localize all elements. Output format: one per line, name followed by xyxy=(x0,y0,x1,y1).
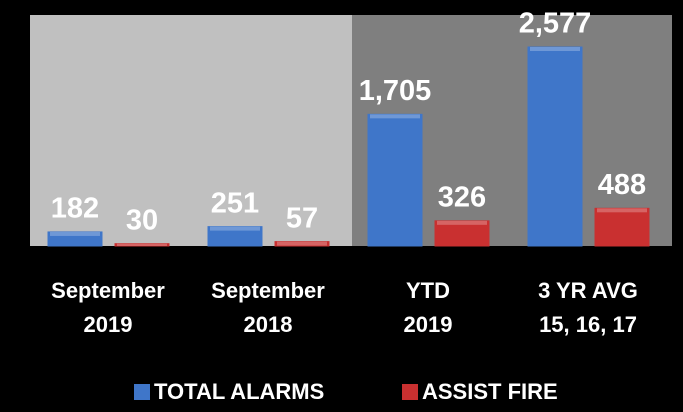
data-label: 488 xyxy=(598,169,646,201)
x-tick-label: 15, 16, 17 xyxy=(539,312,637,337)
bar-highlight xyxy=(117,243,167,246)
x-tick-label: September xyxy=(211,278,325,303)
bar-highlight xyxy=(437,220,487,225)
x-tick-label: 2019 xyxy=(404,312,453,337)
bar-highlight xyxy=(597,208,647,213)
bar xyxy=(527,46,583,247)
bar xyxy=(434,220,490,247)
x-tick-label: 3 YR AVG xyxy=(538,278,638,303)
data-label: 326 xyxy=(438,181,486,213)
bar xyxy=(367,113,423,247)
data-label: 2,577 xyxy=(519,8,592,40)
x-tick-label: September xyxy=(51,278,165,303)
data-label: 182 xyxy=(51,193,99,225)
bar xyxy=(207,226,263,247)
bar xyxy=(594,207,650,247)
bar-highlight xyxy=(370,114,420,119)
plot-panel-left xyxy=(30,15,352,246)
data-label: 30 xyxy=(126,204,158,236)
legend-swatch xyxy=(402,384,418,400)
bar xyxy=(274,241,330,247)
legend-label: ASSIST FIRE xyxy=(422,379,558,404)
x-tick-label: 2019 xyxy=(84,312,133,337)
bar-highlight xyxy=(50,231,100,236)
legend-label: TOTAL ALARMS xyxy=(154,379,324,404)
bar-highlight xyxy=(277,241,327,246)
data-label: 57 xyxy=(286,202,318,234)
bar xyxy=(114,243,170,247)
legend-swatch xyxy=(134,384,150,400)
bar-highlight xyxy=(210,226,260,231)
data-label: 1,705 xyxy=(359,75,432,107)
x-tick-label: 2018 xyxy=(244,312,293,337)
data-label: 251 xyxy=(211,187,259,219)
bar-highlight xyxy=(530,47,580,51)
x-tick-label: YTD xyxy=(406,278,450,303)
bar xyxy=(47,231,103,247)
